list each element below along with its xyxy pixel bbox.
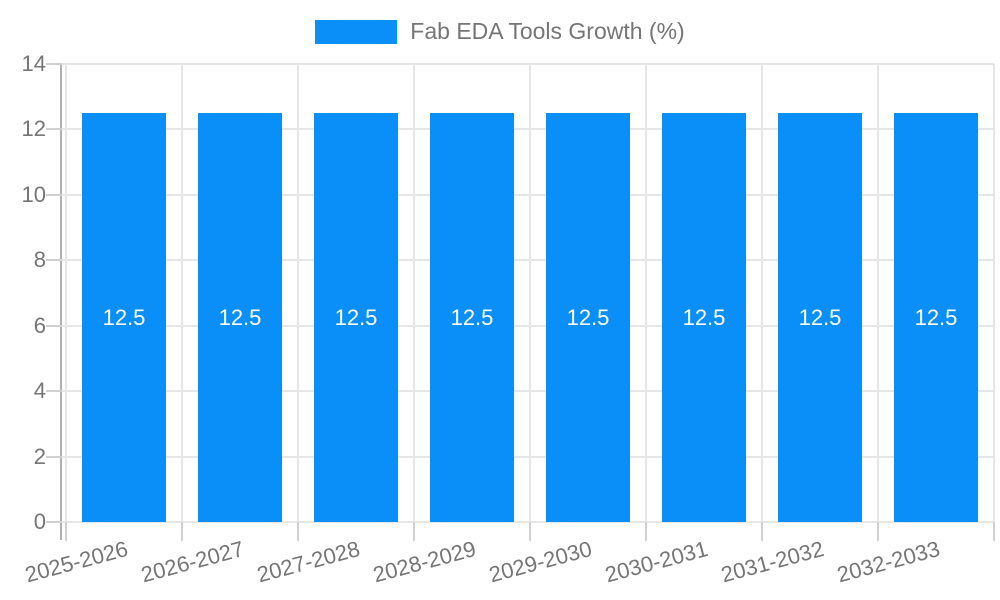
legend-swatch-icon	[315, 19, 398, 44]
bar-value-label: 12.5	[102, 304, 146, 330]
gridline	[181, 64, 183, 522]
bar[interactable]: 12.5	[778, 113, 862, 522]
gridline	[297, 64, 299, 522]
gridline	[529, 64, 531, 522]
bar-column: 12.5	[646, 64, 762, 522]
bar[interactable]: 12.5	[662, 113, 746, 522]
bar-value-label: 12.5	[450, 304, 494, 330]
y-tick-mark	[46, 128, 62, 131]
x-tick-mark	[645, 522, 647, 541]
bar-column: 12.5	[66, 64, 182, 522]
bar-column: 12.5	[878, 64, 994, 522]
y-tick-label: 2	[33, 443, 46, 469]
legend[interactable]: Fab EDA Tools Growth (%)	[0, 18, 1000, 45]
bar-column: 12.5	[298, 64, 414, 522]
y-tick-label: 6	[33, 312, 46, 338]
gridline	[62, 390, 994, 393]
x-tick-mark	[529, 522, 531, 541]
x-tick-mark	[181, 522, 183, 541]
bar-value-label: 12.5	[566, 304, 610, 330]
bar[interactable]: 12.5	[314, 113, 398, 522]
gridline	[65, 64, 67, 522]
plot-area: 12.5 12.5 12.5 12.5 12.5 12.5 12.5 12.5	[62, 63, 995, 523]
bar-value-label: 12.5	[218, 304, 262, 330]
x-tick-mark	[413, 522, 415, 541]
y-tick-mark	[46, 193, 62, 196]
bar-value-label: 12.5	[914, 304, 958, 330]
bar-value-label: 12.5	[334, 304, 378, 330]
y-tick-mark	[46, 455, 62, 458]
gridline	[62, 324, 994, 327]
gridline	[62, 63, 994, 65]
y-tick-mark	[46, 324, 62, 327]
bar[interactable]: 12.5	[430, 113, 514, 522]
bar-column: 12.5	[182, 64, 298, 522]
gridline	[62, 193, 994, 196]
x-tick-mark	[65, 522, 67, 541]
gridline	[413, 64, 415, 522]
bar-column: 12.5	[762, 64, 878, 522]
bar-value-label: 12.5	[798, 304, 842, 330]
y-tick-mark	[46, 259, 62, 262]
y-axis: 0 2 4 6 8 10 12 14	[0, 51, 62, 534]
gridline	[761, 64, 763, 522]
legend-label: Fab EDA Tools Growth (%)	[410, 18, 685, 44]
bar[interactable]: 12.5	[198, 113, 282, 522]
y-tick-label: 12	[21, 116, 46, 142]
gridline	[62, 521, 994, 523]
y-tick-label: 0	[33, 509, 46, 534]
gridline	[993, 64, 995, 522]
bar[interactable]: 12.5	[546, 113, 630, 522]
y-tick-label: 4	[33, 378, 46, 404]
y-tick-label: 14	[21, 51, 46, 76]
bar[interactable]: 12.5	[894, 113, 978, 522]
x-tick-mark	[993, 522, 995, 541]
x-tick-mark	[761, 522, 763, 541]
gridline	[62, 259, 994, 262]
y-tick-mark	[46, 390, 62, 393]
y-tick-mark	[46, 521, 62, 523]
y-axis-line	[60, 64, 62, 540]
y-tick-mark	[46, 63, 62, 65]
bar-column: 12.5	[414, 64, 530, 522]
x-tick-mark	[877, 522, 879, 541]
gridline	[645, 64, 647, 522]
y-tick-label: 8	[33, 247, 46, 273]
x-axis: 2025-2026 2026-2027 2027-2028 2028-2029 2029…	[22, 522, 995, 600]
bar-column: 12.5	[530, 64, 646, 522]
bar[interactable]: 12.5	[82, 113, 166, 522]
x-tick-mark	[297, 522, 299, 541]
y-tick-label: 10	[21, 181, 46, 207]
gridline	[62, 455, 994, 458]
gridline	[62, 128, 994, 131]
bar-value-label: 12.5	[682, 304, 726, 330]
gridline	[877, 64, 879, 522]
